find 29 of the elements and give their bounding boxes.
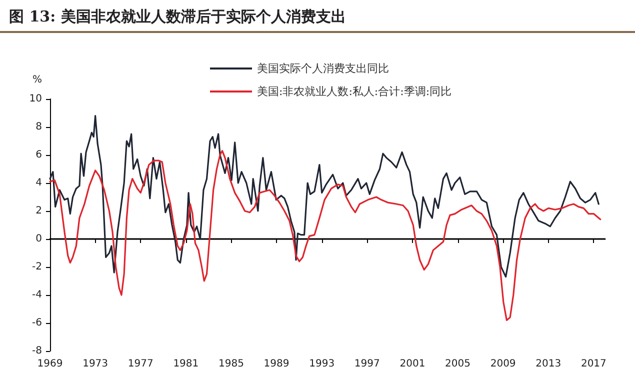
x-tick-label: 1969 — [37, 358, 63, 370]
chart-title: 图 13: 美国非农就业人数滞后于实际个人消费支出 — [9, 8, 346, 26]
x-tick-label: 2013 — [536, 358, 562, 370]
y-tick-label: 4 — [36, 178, 42, 188]
x-tick-label: 2017 — [580, 358, 606, 370]
x-tick-label: 1989 — [264, 358, 290, 370]
y-axis-title: % — [32, 74, 42, 86]
y-tick-label: 2 — [36, 206, 42, 216]
x-tick-label: 1993 — [309, 358, 335, 370]
y-tick-label: -2 — [32, 262, 42, 272]
x-tick-label: 2009 — [490, 358, 516, 370]
y-tick-label: 10 — [29, 94, 42, 104]
x-tick-label: 1997 — [354, 358, 380, 370]
x-tick-label: 1973 — [82, 358, 108, 370]
y-tick-label: 8 — [36, 122, 42, 132]
x-tick-label: 1977 — [128, 358, 154, 370]
y-tick-label: -4 — [32, 290, 42, 300]
y-tick-label: -6 — [32, 318, 42, 328]
legend-label: 美国实际个人消费支出同比 — [257, 62, 389, 75]
y-tick-label: -8 — [32, 346, 42, 356]
x-tick-label: 2001 — [400, 358, 426, 370]
y-tick-label: 6 — [36, 150, 42, 160]
x-tick-label: 1985 — [218, 358, 244, 370]
line-series — [49, 115, 600, 278]
x-tick-label: 2005 — [445, 358, 470, 370]
line-series — [49, 150, 602, 321]
x-tick-label: 1981 — [173, 358, 199, 370]
legend-label: 美国:非农就业人数:私人:合计:季调:同比 — [257, 85, 452, 98]
y-tick-label: 0 — [36, 234, 42, 244]
